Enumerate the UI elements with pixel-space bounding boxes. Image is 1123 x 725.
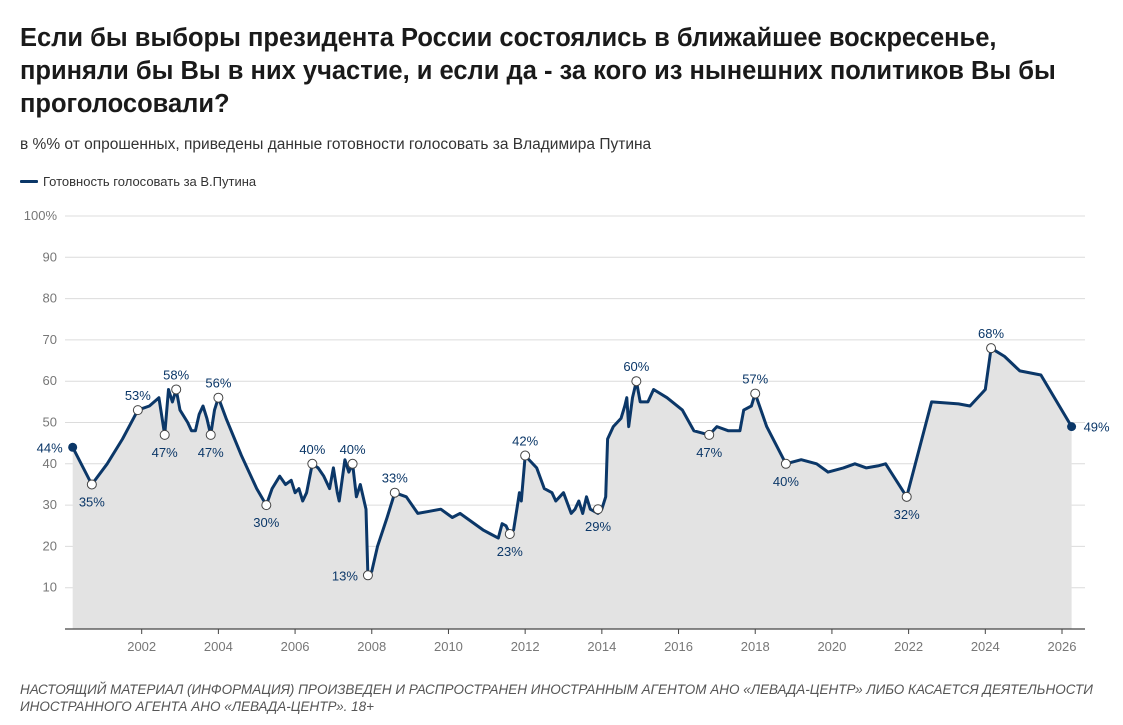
point-marker (86, 479, 97, 490)
data-label: 47% (198, 445, 224, 460)
data-label: 13% (332, 568, 358, 583)
y-axis: 10 20 30 40 50 60 70 80 90 100% (24, 208, 58, 595)
data-label: 57% (742, 372, 768, 387)
point-marker (362, 570, 373, 581)
area-fill (72, 348, 1072, 629)
legend-swatch (20, 180, 38, 183)
y-tick-label: 50 (43, 415, 57, 430)
data-label: 33% (382, 471, 408, 486)
x-tick-label: 2010 (434, 639, 463, 654)
x-tick-label: 2012 (511, 639, 540, 654)
area-layer (72, 348, 1072, 629)
point-marker (347, 458, 358, 469)
data-label: 49% (1084, 420, 1110, 435)
data-label: 53% (125, 388, 151, 403)
x-tick-label: 2006 (281, 639, 310, 654)
endpoint-marker (1067, 422, 1077, 432)
data-label: 56% (205, 376, 231, 391)
point-marker (704, 429, 715, 440)
x-axis: 2002 2004 2006 2008 2010 2012 2014 2016 2018 2020… (65, 628, 1085, 654)
data-label: 40% (299, 442, 325, 457)
point-marker (213, 392, 224, 403)
y-tick-label: 10 (43, 580, 57, 595)
x-tick-label: 2008 (357, 639, 386, 654)
chart-title: Если бы выборы президента России состоял… (20, 24, 1056, 118)
x-tick-label: 2002 (127, 639, 156, 654)
x-tick-label: 2024 (971, 639, 1000, 654)
point-marker (780, 458, 791, 469)
y-tick-label: 60 (43, 373, 57, 388)
data-label: 60% (623, 359, 649, 374)
data-label: 42% (512, 434, 538, 449)
point-marker (159, 429, 170, 440)
y-tick-label: 90 (43, 249, 57, 264)
y-tick-label: 40 (43, 456, 57, 471)
point-marker (261, 500, 272, 511)
point-marker (631, 376, 642, 387)
point-marker (750, 388, 761, 399)
data-label: 40% (773, 474, 799, 489)
point-marker (307, 458, 318, 469)
point-marker (593, 504, 604, 515)
data-labels: 44% 35% 53% 47% 58% 47% 56% 30% 40% 40% 13% 33% 23% 4… (37, 326, 1110, 583)
x-tick-label: 2020 (817, 639, 846, 654)
data-label: 44% (37, 440, 63, 455)
data-label: 58% (163, 367, 189, 382)
x-tick-label: 2014 (587, 639, 616, 654)
point-marker (520, 450, 531, 461)
point-marker (901, 491, 912, 502)
point-marker (504, 529, 515, 540)
y-tick-label: 100% (24, 208, 58, 223)
chart-subtitle: в %% от опрошенных, приведены данные гот… (20, 136, 652, 153)
data-label: 47% (696, 445, 722, 460)
point-marker (171, 384, 182, 395)
legend-label: Готовность голосовать за В.Путина (43, 174, 257, 189)
x-tick-label: 2016 (664, 639, 693, 654)
y-tick-label: 80 (43, 291, 57, 306)
data-label: 29% (585, 519, 611, 534)
point-marker (389, 487, 400, 498)
x-tick-label: 2018 (741, 639, 770, 654)
point-marker (986, 343, 997, 354)
y-tick-label: 70 (43, 332, 57, 347)
point-marker (132, 405, 143, 416)
legend: Готовность голосовать за В.Путина (20, 174, 256, 189)
footer-disclaimer: НАСТОЯЩИЙ МАТЕРИАЛ (ИНФОРМАЦИЯ) ПРОИЗВЕД… (20, 682, 1093, 714)
x-tick-label: 2026 (1048, 639, 1077, 654)
x-tick-label: 2004 (204, 639, 233, 654)
data-label: 30% (253, 515, 279, 530)
point-marker (205, 429, 216, 440)
data-label: 35% (79, 494, 105, 509)
data-label: 40% (340, 442, 366, 457)
data-label: 23% (497, 544, 523, 559)
data-label: 47% (152, 445, 178, 460)
data-label: 68% (978, 326, 1004, 341)
x-tick-label: 2022 (894, 639, 923, 654)
endpoint-marker (68, 442, 78, 452)
y-tick-label: 20 (43, 538, 57, 553)
data-label: 32% (894, 507, 920, 522)
y-tick-label: 30 (43, 497, 57, 512)
